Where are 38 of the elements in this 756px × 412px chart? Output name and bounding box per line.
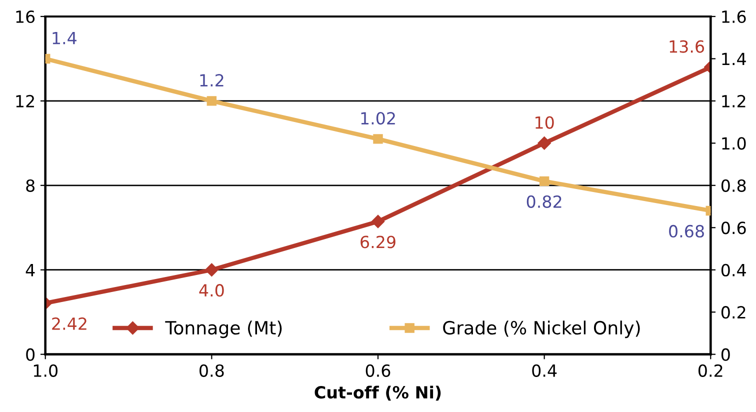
point bbox=[373, 134, 383, 144]
y2-tick-label: 0.4 bbox=[721, 264, 746, 276]
x-tick-label: 0.4 bbox=[532, 364, 557, 377]
y2-tick-label: 0.2 bbox=[721, 306, 746, 319]
x-tick-label: 0.2 bbox=[698, 364, 722, 377]
data-label: 1.02 bbox=[361, 112, 395, 125]
legend-label: Tonnage (Mt) bbox=[165, 320, 282, 338]
point bbox=[205, 263, 218, 276]
data-label: 10 bbox=[536, 116, 554, 129]
data-label: 2.42 bbox=[52, 317, 86, 330]
y2-tick-label: 0 bbox=[721, 348, 730, 361]
data-label: 0.68 bbox=[669, 224, 704, 238]
x-tick-label: 0.6 bbox=[366, 364, 390, 377]
y2-tick-label: 1.2 bbox=[722, 94, 746, 108]
x-tick-label: 1.0 bbox=[34, 364, 58, 377]
point bbox=[539, 176, 550, 186]
point bbox=[206, 96, 217, 106]
x-axis-title: Cut-off (% Ni) bbox=[314, 386, 441, 401]
y-tick-label: 8 bbox=[26, 179, 34, 192]
y2-tick-label: 0.6 bbox=[721, 222, 746, 234]
y-tick-label: 4 bbox=[26, 264, 35, 276]
data-label: 1.4 bbox=[52, 32, 76, 44]
data-label: 4.0 bbox=[199, 284, 224, 297]
data-label: 0.82 bbox=[526, 195, 562, 208]
y-tick-label: 0 bbox=[26, 348, 35, 361]
x-tick-label: 0.8 bbox=[200, 364, 224, 377]
legend-label: Grade (% Nickel Only) bbox=[443, 320, 640, 338]
y-tick-label: 16 bbox=[16, 10, 35, 24]
y2-tick-label: 1.4 bbox=[722, 52, 746, 66]
data-label: 6.29 bbox=[360, 236, 396, 248]
point bbox=[371, 214, 385, 228]
y-tick-label: 12 bbox=[16, 94, 34, 108]
y2-tick-label: 1.6 bbox=[722, 10, 746, 24]
y2-tick-label: 0.8 bbox=[721, 179, 746, 192]
y2-tick-label: 1.0 bbox=[722, 137, 746, 150]
data-label: 1.2 bbox=[200, 74, 224, 86]
data-label: 13.6 bbox=[670, 40, 704, 53]
point bbox=[538, 136, 551, 150]
